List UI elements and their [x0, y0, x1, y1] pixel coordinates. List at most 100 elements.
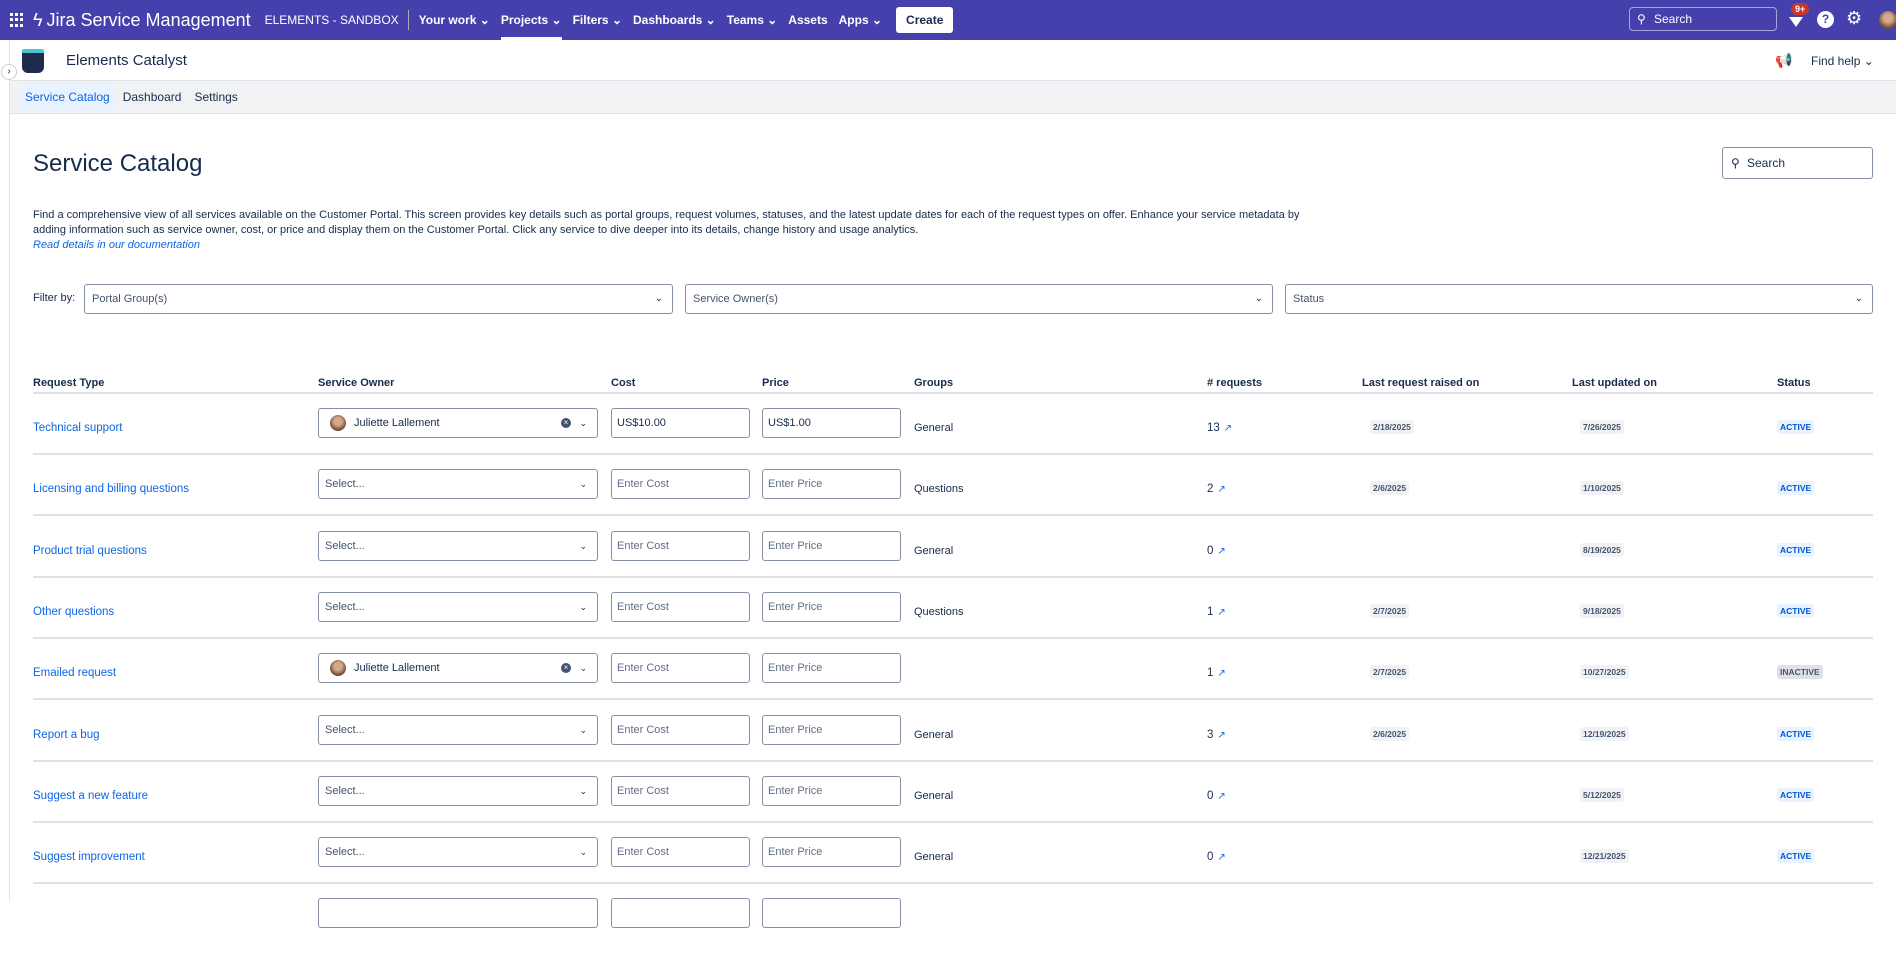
- request-count[interactable]: 0 ↗: [1207, 790, 1226, 802]
- price-input[interactable]: Enter Price: [762, 469, 901, 500]
- request-count[interactable]: 2 ↗: [1207, 483, 1226, 495]
- service-owner-select[interactable]: Select... ⌄: [318, 469, 598, 500]
- app-switcher-icon[interactable]: [10, 13, 24, 27]
- request-count-value: 13: [1207, 422, 1220, 434]
- price-input[interactable]: Enter Price: [762, 530, 901, 561]
- request-type-link[interactable]: Report a bug: [33, 728, 100, 741]
- tab-dashboard[interactable]: Dashboard: [122, 90, 182, 104]
- price-input[interactable]: Enter Price: [762, 775, 901, 806]
- request-type-link[interactable]: Licensing and billing questions: [33, 483, 189, 496]
- external-link-icon[interactable]: ↗: [1223, 423, 1233, 434]
- external-link-icon[interactable]: ↗: [1217, 852, 1226, 864]
- price-input[interactable]: US$1.00: [762, 408, 901, 438]
- price-input[interactable]: Enter Price: [762, 591, 901, 622]
- service-owner-select[interactable]: Select... ⌄: [318, 775, 598, 806]
- request-count-value: 3: [1207, 728, 1214, 741]
- project-name[interactable]: ELEMENTS - SANDBOX: [264, 13, 399, 27]
- nav-projects[interactable]: Projects ⌄: [500, 0, 562, 40]
- portal-group-filter[interactable]: Portal Group(s) ⌄: [84, 284, 673, 314]
- request-type-link[interactable]: Suggest improvement: [33, 851, 145, 864]
- request-count[interactable]: 3 ↗: [1207, 729, 1226, 741]
- status-badge: ACTIVE: [1777, 481, 1815, 496]
- tab-service-catalog[interactable]: Service Catalog: [20, 83, 115, 111]
- cost-input[interactable]: Enter Cost: [611, 469, 750, 500]
- user-avatar[interactable]: [1879, 11, 1896, 29]
- cost-input[interactable]: Enter Cost: [611, 837, 750, 868]
- expand-sidebar-chevron-icon[interactable]: ›: [1, 64, 17, 80]
- select-placeholder: Select...: [325, 723, 365, 736]
- last-raised-date: 2/7/2025: [1370, 665, 1410, 680]
- external-link-icon[interactable]: ↗: [1217, 668, 1226, 680]
- service-owner-select[interactable]: Select... ⌄: [318, 591, 598, 622]
- clear-icon[interactable]: ×: [561, 418, 571, 428]
- request-type-link[interactable]: Emailed request: [33, 667, 117, 680]
- documentation-link[interactable]: Read details in our documentation: [33, 239, 200, 251]
- nav-apps[interactable]: Apps ⌄: [838, 13, 883, 27]
- cost-input[interactable]: Enter Cost: [611, 714, 750, 745]
- request-type-link[interactable]: Suggest a new feature: [33, 789, 149, 802]
- request-type-link[interactable]: Technical support: [33, 422, 123, 434]
- request-count[interactable]: 0 ↗: [1207, 851, 1226, 863]
- last-raised-date: 2/6/2025: [1370, 481, 1410, 496]
- table-row: Emailed request Juliette Lallement × ⌄ Enter…: [0, 651, 1896, 712]
- request-count-value: 0: [1207, 544, 1214, 557]
- column-header: Status: [1777, 377, 1811, 389]
- service-owner-select[interactable]: Juliette Lallement × ⌄: [318, 408, 598, 438]
- request-type-link[interactable]: Product trial questions: [33, 544, 147, 557]
- divider: [407, 10, 409, 30]
- chevron-down-icon: ⌄: [1854, 293, 1863, 304]
- table-row: Suggest a new feature Select... ⌄ Enter Cos…: [0, 774, 1896, 835]
- global-search-input[interactable]: ⚲ Search: [1629, 7, 1777, 31]
- nav-filters[interactable]: Filters ⌄: [572, 13, 622, 27]
- row-divider: [33, 514, 1873, 517]
- cost-input[interactable]: Enter Cost: [611, 591, 750, 622]
- cost-input[interactable]: Enter Cost: [611, 530, 750, 561]
- cost-input[interactable]: Enter Cost: [611, 775, 750, 806]
- external-link-icon[interactable]: ↗: [1217, 790, 1226, 802]
- status-filter[interactable]: Status ⌄: [1285, 284, 1873, 314]
- nav-assets[interactable]: Assets: [788, 13, 828, 27]
- service-owner-select[interactable]: Select... ⌄: [318, 837, 598, 868]
- service-owner-filter[interactable]: Service Owner(s) ⌄: [685, 284, 1273, 314]
- service-owner-select[interactable]: Select... ⌄: [318, 530, 598, 561]
- select-placeholder: Select...: [325, 846, 365, 859]
- create-button[interactable]: Create: [896, 7, 954, 33]
- tab-settings[interactable]: Settings: [194, 90, 238, 104]
- find-help-button[interactable]: Find help ⌄: [1811, 54, 1874, 68]
- service-owner-select[interactable]: Juliette Lallement × ⌄: [318, 653, 598, 684]
- external-link-icon[interactable]: ↗: [1217, 729, 1226, 741]
- chevron-down-icon: ⌄: [579, 663, 587, 674]
- nav-teams[interactable]: Teams ⌄: [726, 13, 778, 27]
- last-updated-date: 10/27/2025: [1580, 665, 1629, 680]
- request-count[interactable]: 1 ↗: [1207, 667, 1226, 679]
- cost-input[interactable]: [611, 898, 750, 929]
- request-count-value: 2: [1207, 483, 1214, 496]
- request-type-link[interactable]: Other questions: [33, 605, 115, 618]
- catalog-search-input[interactable]: ⚲ Search: [1722, 147, 1873, 179]
- price-input[interactable]: [762, 898, 901, 929]
- request-count[interactable]: 0 ↗: [1207, 545, 1226, 557]
- cost-input[interactable]: US$10.00: [611, 408, 750, 438]
- price-input[interactable]: Enter Price: [762, 837, 901, 868]
- megaphone-icon[interactable]: 📢: [1775, 52, 1793, 68]
- request-count[interactable]: 13 ↗: [1207, 422, 1232, 434]
- nav-dashboards[interactable]: Dashboards ⌄: [633, 13, 716, 27]
- help-icon[interactable]: ?: [1817, 11, 1834, 28]
- service-owner-select[interactable]: Select... ⌄: [318, 714, 598, 745]
- price-input[interactable]: Enter Price: [762, 714, 901, 745]
- nav-your-work[interactable]: Your work ⌄: [418, 13, 490, 27]
- last-raised-date: 2/18/2025: [1370, 420, 1414, 434]
- service-owner-select[interactable]: [318, 898, 598, 929]
- notifications-icon[interactable]: [1789, 17, 1803, 27]
- owner-avatar: [330, 415, 346, 431]
- request-count[interactable]: 1 ↗: [1207, 606, 1226, 618]
- price-input[interactable]: Enter Price: [762, 653, 901, 684]
- external-link-icon[interactable]: ↗: [1217, 484, 1226, 496]
- settings-gear-icon[interactable]: ⚙: [1846, 8, 1863, 28]
- external-link-icon[interactable]: ↗: [1217, 545, 1226, 557]
- product-logo[interactable]: ϟ Jira Service Management: [33, 10, 251, 31]
- external-link-icon[interactable]: ↗: [1217, 606, 1226, 618]
- clear-icon[interactable]: ×: [561, 663, 571, 674]
- cost-input[interactable]: Enter Cost: [611, 653, 750, 684]
- sidebar-collapsed: [0, 40, 10, 901]
